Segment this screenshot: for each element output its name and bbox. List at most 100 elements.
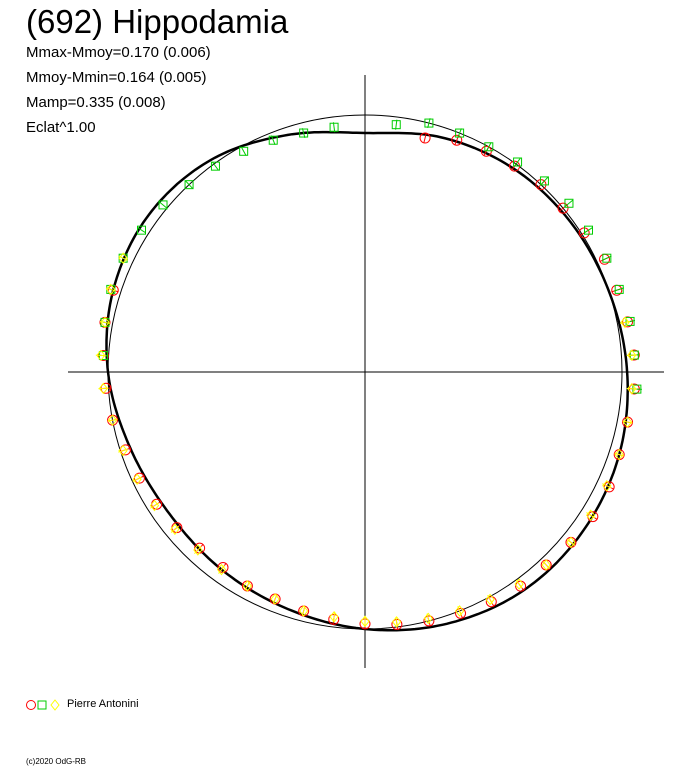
diamond-error-bar	[170, 525, 180, 533]
square-data-point	[564, 198, 574, 208]
square-data-point	[513, 157, 523, 167]
diamond-error-bar	[626, 387, 637, 390]
stat-mamp: Mamp=0.335 (0.008)	[26, 94, 166, 111]
diamond-error-bar	[132, 476, 142, 482]
square-error-bar	[240, 146, 247, 156]
legend-square-icon	[37, 700, 47, 710]
diamond-error-bar	[542, 560, 550, 569]
square-error-bar	[485, 142, 492, 152]
diamond-error-bar	[395, 616, 398, 627]
square-error-bar	[540, 176, 549, 185]
square-data-point	[424, 118, 434, 128]
diamond-error-bar	[105, 287, 116, 292]
square-error-bar	[602, 255, 612, 261]
diamond-error-bar	[566, 538, 576, 546]
square-error-bar	[614, 287, 625, 292]
diamond-data-point	[96, 349, 106, 362]
square-error-bar	[270, 135, 276, 146]
square-error-bar	[332, 122, 336, 133]
diamond-error-bar	[620, 320, 631, 324]
diamond-data-point	[627, 382, 637, 395]
diamond-error-bar	[457, 606, 462, 616]
diamond-error-bar	[194, 545, 202, 554]
circle-data-point	[557, 202, 569, 214]
square-data-point	[584, 225, 594, 235]
diamond-data-point	[100, 316, 110, 329]
circle-error-bar	[423, 133, 427, 143]
diamond-data-point	[620, 316, 630, 329]
circle-data-point	[622, 316, 634, 328]
square-data-point	[602, 253, 612, 263]
diamond-error-bar	[244, 581, 251, 591]
square-data-point	[625, 316, 635, 326]
diamond-data-point	[299, 605, 309, 617]
square-data-point	[184, 180, 194, 190]
diamond-error-bar	[626, 354, 637, 357]
diamond-data-point	[514, 578, 524, 590]
diamond-error-bar	[150, 502, 160, 509]
square-data-point	[299, 128, 309, 138]
square-error-bar	[158, 201, 168, 209]
square-error-bar	[185, 180, 193, 189]
diamond-error-bar	[272, 594, 278, 604]
diamond-data-point	[614, 448, 624, 461]
diamond-error-bar	[622, 420, 633, 424]
legend-circle-icon	[26, 700, 36, 710]
square-error-bar	[137, 227, 146, 234]
legend-observer-label: Pierre Antonini	[67, 698, 139, 710]
chart-title: (692) Hippodamia	[26, 3, 289, 40]
square-error-bar	[427, 118, 431, 129]
circle-data-point	[419, 132, 431, 144]
square-data-point	[539, 176, 549, 186]
square-data-point	[136, 225, 146, 235]
circle-data-point	[451, 134, 463, 146]
diamond-data-point	[622, 416, 633, 428]
diamond-error-bar	[95, 354, 106, 357]
diamond-error-bar	[602, 483, 612, 489]
diamond-data-point	[98, 382, 109, 395]
diamond-data-point	[541, 559, 551, 571]
diamond-data-point	[106, 283, 116, 296]
square-error-bar	[212, 161, 219, 171]
diamond-error-bar	[118, 448, 128, 453]
diamond-error-bar	[99, 320, 110, 324]
diamond-data-point	[242, 580, 253, 592]
diamond-error-bar	[487, 594, 493, 605]
diamond-data-point	[423, 612, 433, 625]
square-error-bar	[457, 128, 462, 138]
square-data-point	[210, 161, 220, 171]
square-error-bar	[301, 128, 306, 138]
circle-data-point	[455, 607, 467, 619]
square-error-bar	[584, 227, 593, 234]
square-data-point	[239, 146, 249, 156]
diamond-data-point	[391, 616, 402, 628]
diamond-error-bar	[614, 452, 625, 457]
square-error-bar	[395, 119, 398, 130]
diamond-error-bar	[515, 579, 523, 589]
stat-mmoy-mmin: Mmoy-Mmin=0.164 (0.005)	[26, 69, 207, 86]
diamond-error-bar	[107, 418, 118, 422]
square-data-point	[158, 200, 168, 210]
observation-points	[95, 118, 642, 630]
diamond-data-point	[216, 563, 227, 576]
circle-data-point	[119, 444, 131, 456]
diamond-error-bar	[218, 565, 225, 574]
diamond-error-bar	[426, 613, 431, 624]
diamond-error-bar	[301, 606, 306, 616]
diamond-error-bar	[586, 512, 596, 519]
copyright-credit: (c)2020 OdG-RB	[26, 757, 87, 766]
square-data-point	[329, 122, 339, 132]
circle-data-point	[391, 618, 403, 630]
square-error-bar	[514, 157, 521, 167]
stat-eclat: Eclat^1.00	[26, 119, 96, 136]
diamond-data-point	[627, 349, 637, 362]
square-data-point	[391, 120, 401, 130]
legend-diamond-icon	[50, 699, 60, 711]
diamond-data-point	[118, 444, 128, 457]
diamond-error-bar	[98, 387, 109, 390]
diamond-data-point	[485, 593, 495, 606]
diamond-data-point	[270, 593, 280, 605]
circle-data-point	[328, 613, 340, 625]
square-data-point	[484, 142, 494, 152]
